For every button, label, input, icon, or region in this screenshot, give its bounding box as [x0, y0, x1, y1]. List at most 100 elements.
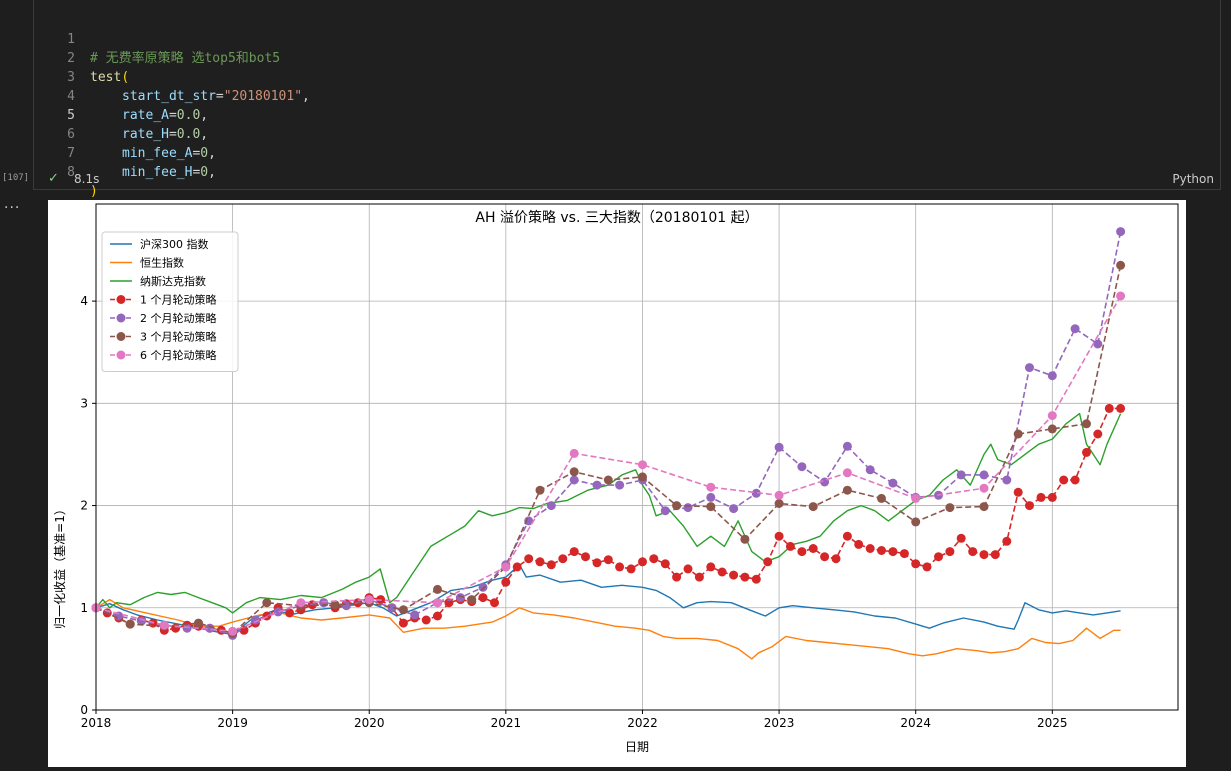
comma: ,: [200, 108, 209, 123]
language-selector[interactable]: Python: [1172, 172, 1214, 186]
data-point-s1: [911, 559, 921, 569]
comma: ,: [208, 165, 216, 180]
line-number: 1: [67, 32, 75, 47]
x-tick-label: 2021: [491, 716, 522, 730]
data-point-s1: [603, 555, 613, 565]
code-line: 4 rate_A=0.0,: [34, 68, 1220, 123]
data-point-s6: [638, 460, 647, 470]
legend-marker: [116, 313, 126, 323]
data-point-s1: [785, 541, 795, 551]
x-tick-label: 2020: [354, 716, 385, 730]
code-cell[interactable]: 1 # 无费率原策略 选top5和bot5 2 test( 3 start_dt…: [33, 0, 1221, 199]
data-point-s2: [751, 488, 761, 498]
data-point-s1: [524, 554, 534, 564]
series-line-s6: [95, 295, 1122, 633]
data-point-s2: [410, 610, 420, 620]
data-point-s2: [569, 475, 579, 485]
data-point-s1: [1059, 475, 1069, 485]
data-point-s1: [285, 608, 295, 618]
comma: ,: [208, 146, 216, 161]
data-point-s2: [956, 470, 966, 480]
data-point-s1: [558, 554, 568, 564]
axis-ticks: 2018 2019 2020 2021 2022 2023 2024 2025 0 1 2 3 4: [80, 294, 1067, 730]
data-point-s3: [535, 485, 545, 495]
data-point-s3: [1116, 260, 1126, 270]
data-point-s1: [842, 531, 852, 541]
series-line-nasdaq: [95, 412, 1122, 614]
data-point-s1: [797, 547, 807, 557]
series-line-s1: [95, 407, 1121, 635]
param-name: rate_H: [122, 127, 169, 142]
x-tick-label: 2019: [217, 716, 248, 730]
data-point-s1: [535, 557, 545, 567]
grid: [95, 204, 1178, 711]
data-point-s2: [865, 465, 875, 475]
data-point-s1: [569, 547, 579, 557]
param-name: start_dt_str: [122, 89, 216, 104]
y-tick-label: 4: [80, 294, 88, 308]
data-point-s6: [569, 448, 579, 458]
data-point-s6: [979, 483, 989, 493]
data-point-s1: [968, 547, 978, 557]
data-point-s1: [934, 552, 943, 562]
x-tick-label: 2025: [1037, 716, 1068, 730]
data-point-s1: [956, 533, 966, 543]
equals-sign: =: [168, 108, 177, 123]
data-point-s6: [364, 595, 374, 605]
data-point-s2: [273, 607, 283, 617]
data-point-s2: [1025, 363, 1034, 373]
legend-label: 3 个月轮动策略: [140, 330, 217, 344]
data-point-s1: [1002, 536, 1012, 546]
x-tick-label: 2023: [764, 716, 795, 730]
series-line-s2: [95, 231, 1122, 637]
data-point-s3: [603, 475, 613, 485]
code-line: 2 test(: [34, 30, 1220, 85]
data-point-s3: [1013, 429, 1023, 439]
data-point-s6: [159, 620, 169, 630]
data-point-s2: [319, 598, 329, 608]
legend-box: [101, 231, 239, 372]
data-point-s3: [842, 485, 852, 495]
data-point-s1: [1116, 403, 1126, 413]
data-point-s1: [1047, 492, 1057, 502]
legend-label: 6 个月轮动策略: [140, 348, 217, 362]
param-name: min_fee_H: [122, 165, 193, 180]
line-number: 4: [67, 89, 75, 104]
data-point-s6: [1116, 291, 1126, 301]
comma: ,: [200, 127, 209, 142]
data-point-s2: [205, 623, 215, 633]
data-point-s3: [1047, 424, 1057, 434]
data-point-s1: [854, 539, 864, 549]
more-actions-icon[interactable]: ...: [4, 196, 21, 212]
data-point-s2: [706, 492, 716, 502]
param-value: 0.0: [176, 108, 201, 123]
data-point-s3: [774, 499, 784, 508]
data-point-s1: [729, 570, 739, 580]
param-value: 0.0: [176, 127, 201, 142]
code-comment: # 无费率原策略 选top5和bot5: [90, 51, 281, 66]
data-point-s2: [1047, 371, 1057, 381]
data-point-s6: [706, 482, 716, 492]
data-point-s2: [979, 470, 989, 480]
data-point-s1: [820, 552, 830, 562]
plot-frame: [95, 203, 1179, 711]
equals-sign: =: [192, 165, 201, 180]
data-point-s3: [911, 517, 921, 527]
data-point-s1: [945, 547, 955, 557]
data-point-s3: [740, 534, 750, 544]
data-point-s1: [490, 598, 499, 608]
data-point-s3: [808, 502, 818, 512]
data-point-s2: [341, 601, 351, 611]
code-line: 6 min_fee_A=0,: [34, 106, 1220, 161]
data-point-s6: [296, 598, 306, 608]
x-axis-label: 日期: [625, 740, 649, 754]
code-editor[interactable]: 1 # 无费率原策略 选top5和bot5 2 test( 3 start_dt…: [34, 11, 1220, 199]
data-point-s1: [501, 577, 511, 587]
data-point-s1: [774, 531, 784, 541]
cell-output: AH 溢价策略 vs. 三大指数（20180101 起） 日期 归一化收益（基准…: [48, 200, 1186, 767]
data-point-s1: [581, 552, 590, 562]
x-tick-label: 2022: [627, 716, 658, 730]
data-point-s1: [1082, 447, 1091, 457]
param-value: "20180101": [223, 89, 303, 104]
